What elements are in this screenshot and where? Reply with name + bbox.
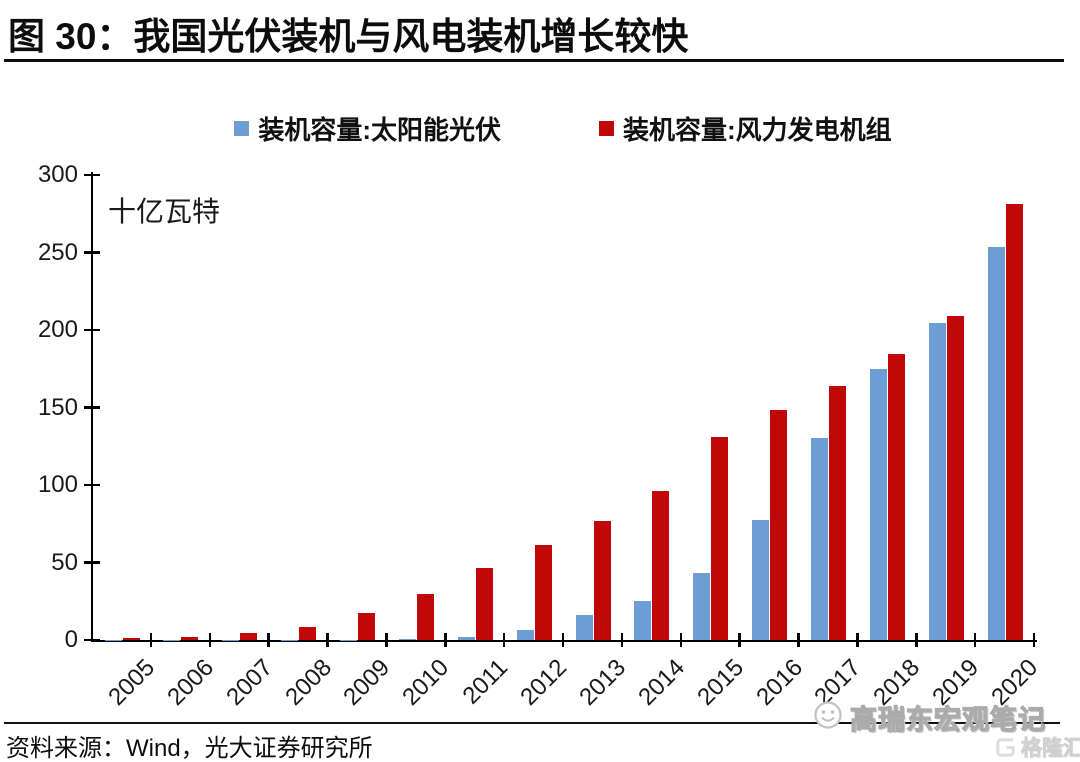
bar-wind-2007 (240, 633, 258, 640)
x-tick (267, 633, 270, 647)
y-tick (83, 173, 100, 177)
x-tick (326, 633, 329, 647)
bar-wind-2008 (299, 626, 317, 640)
bar-wind-2020 (1005, 203, 1023, 640)
x-tick (208, 633, 211, 647)
x-tick (620, 633, 624, 647)
bar-wind-2016 (770, 409, 788, 640)
x-tick (797, 633, 800, 647)
y-tick (83, 483, 100, 487)
x-tick (738, 633, 741, 647)
bar-wind-2010 (416, 594, 434, 640)
x-tick (561, 633, 565, 647)
y-tick-label-250: 250 (37, 238, 78, 266)
bar-wind-2013 (593, 521, 611, 640)
legend-item-solar: 装机容量:太阳能光伏 (234, 110, 501, 147)
bar-wind-2005 (122, 638, 140, 640)
y-tick (83, 328, 100, 332)
legend-label-solar: 装机容量:太阳能光伏 (258, 115, 501, 145)
legend-label-wind: 装机容量:风力发电机组 (623, 115, 892, 145)
x-tick (856, 633, 859, 647)
y-tick (83, 406, 100, 409)
title-divider (4, 59, 1064, 62)
y-tick-label-100: 100 (37, 471, 78, 498)
bar-solar-2013 (575, 615, 593, 640)
y-tick-label-300: 300 (37, 161, 78, 188)
y-tick (83, 251, 100, 254)
bar-wind-2011 (475, 568, 493, 640)
source-note: 资料来源：Wind，光大证券研究所 (6, 735, 373, 762)
bar-wind-2009 (358, 612, 375, 640)
bar-solar-2012 (516, 629, 534, 640)
bar-wind-2019 (946, 315, 964, 640)
bar-solar-2017 (811, 438, 828, 640)
legend-swatch-wind (599, 121, 614, 136)
bar-solar-2020 (987, 247, 1005, 640)
y-tick-label-50: 50 (51, 548, 78, 576)
x-tick (502, 633, 506, 647)
bar-solar-2018 (869, 369, 887, 640)
y-tick-label-0: 0 (64, 626, 78, 653)
bar-solar-2015 (693, 573, 711, 640)
y-tick (83, 561, 100, 564)
axis-unit-label: 十亿瓦特 (108, 196, 221, 227)
x-tick (973, 633, 977, 647)
x-tick (1032, 633, 1036, 647)
bar-wind-2012 (534, 544, 552, 640)
bar-wind-2015 (711, 437, 729, 640)
figure-title: 图 30：我国光伏装机与风电装机增长较快 (8, 16, 689, 57)
legend-item-wind: 装机容量:风力发电机组 (599, 110, 892, 147)
bar-solar-2019 (928, 322, 946, 640)
x-tick (915, 633, 918, 647)
x-tick (444, 633, 447, 647)
bar-wind-2014 (652, 490, 670, 640)
y-tick-label-150: 150 (37, 393, 78, 421)
bar-wind-2017 (829, 386, 846, 640)
bar-solar-2014 (634, 601, 652, 640)
bar-solar-2011 (457, 636, 475, 640)
y-tick (83, 638, 100, 642)
chart-legend: 装机容量:太阳能光伏 装机容量:风力发电机组 (92, 110, 1034, 147)
x-tick (679, 633, 682, 647)
x-tick (149, 633, 153, 647)
y-tick-label-200: 200 (37, 316, 78, 343)
bar-wind-2018 (887, 354, 905, 640)
bar-solar-2010 (398, 638, 416, 640)
x-tick (385, 633, 388, 647)
bar-solar-2016 (752, 520, 770, 640)
bar-wind-2006 (181, 636, 199, 640)
legend-swatch-solar (234, 121, 250, 136)
footer-divider (4, 722, 1060, 724)
